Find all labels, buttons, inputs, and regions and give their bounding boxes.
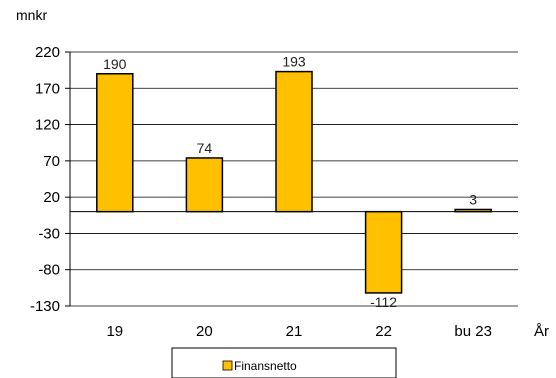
y-tick-label: 170	[35, 80, 60, 97]
x-tick-labels: 19 20 21 22 bu 23	[106, 323, 492, 340]
x-tick-label: 21	[286, 323, 303, 340]
y-tick-label: 20	[43, 189, 60, 206]
data-label: 190	[103, 56, 127, 72]
legend: Finansnetto	[171, 347, 397, 378]
bar-19	[96, 73, 134, 213]
data-label: -112	[370, 294, 397, 310]
y-tick-label: 220	[35, 44, 60, 61]
y-tick-label: -80	[38, 262, 60, 279]
bars	[96, 70, 492, 294]
y-tick-labels: 220 170 120 70 20 -30 -80 -130	[30, 44, 60, 315]
y-tick-label: -30	[38, 225, 60, 242]
data-label: 74	[197, 140, 213, 156]
legend-label-finansnetto: Finansnetto	[234, 359, 297, 373]
data-label: 193	[282, 54, 306, 70]
axes	[65, 51, 518, 307]
bar-20	[185, 157, 224, 213]
legend-swatch-finansnetto	[222, 360, 233, 371]
x-tick-label: 20	[196, 323, 213, 340]
x-tick-label: 22	[375, 323, 392, 340]
x-tick-label: 19	[106, 323, 123, 340]
y-tick-label: 120	[35, 117, 60, 134]
y-axis-unit: mnkr	[16, 7, 47, 23]
data-label: 3	[469, 191, 477, 207]
bar-22	[364, 210, 403, 294]
bar-21	[275, 70, 313, 213]
legend-box	[171, 347, 397, 378]
x-tick-label: bu 23	[454, 323, 492, 340]
y-tick-label: -130	[30, 298, 60, 315]
data-labels: 190 74 193 -112 3	[103, 54, 477, 310]
y-tick-label: 70	[43, 153, 60, 170]
x-axis-label: År	[534, 323, 549, 340]
